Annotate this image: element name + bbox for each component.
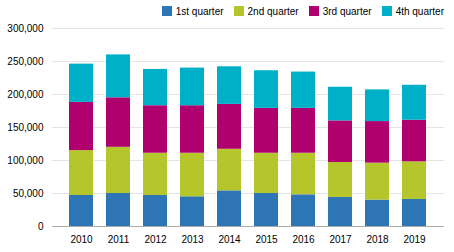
html-text:1st quarter: 1st quarter: [175, 5, 224, 17]
svg-text:2015: 2015: [255, 234, 278, 245]
svg-text:2019: 2019: [403, 234, 426, 245]
svg-text:150,000: 150,000: [7, 122, 44, 133]
svg-text:250,000: 250,000: [7, 56, 44, 67]
html-text:3rd quarter: 3rd quarter: [322, 5, 372, 17]
svg-text:50,000: 50,000: [13, 188, 44, 199]
svg-text:2018: 2018: [366, 234, 389, 245]
html-text:2nd quarter: 2nd quarter: [247, 5, 299, 17]
svg-text:2017: 2017: [329, 234, 352, 245]
svg-text:2012: 2012: [144, 234, 167, 245]
svg-text:2011: 2011: [108, 234, 130, 245]
svg-text:2016: 2016: [292, 234, 315, 245]
svg-text:0: 0: [38, 221, 44, 232]
svg-text:100,000: 100,000: [7, 155, 44, 166]
html-text:4th quarter: 4th quarter: [395, 5, 444, 17]
svg-text:2010: 2010: [70, 234, 93, 245]
svg-text:2014: 2014: [218, 234, 241, 245]
svg-text:200,000: 200,000: [7, 89, 44, 100]
svg-text:2013: 2013: [181, 234, 204, 245]
svg-text:300,000: 300,000: [7, 23, 44, 34]
